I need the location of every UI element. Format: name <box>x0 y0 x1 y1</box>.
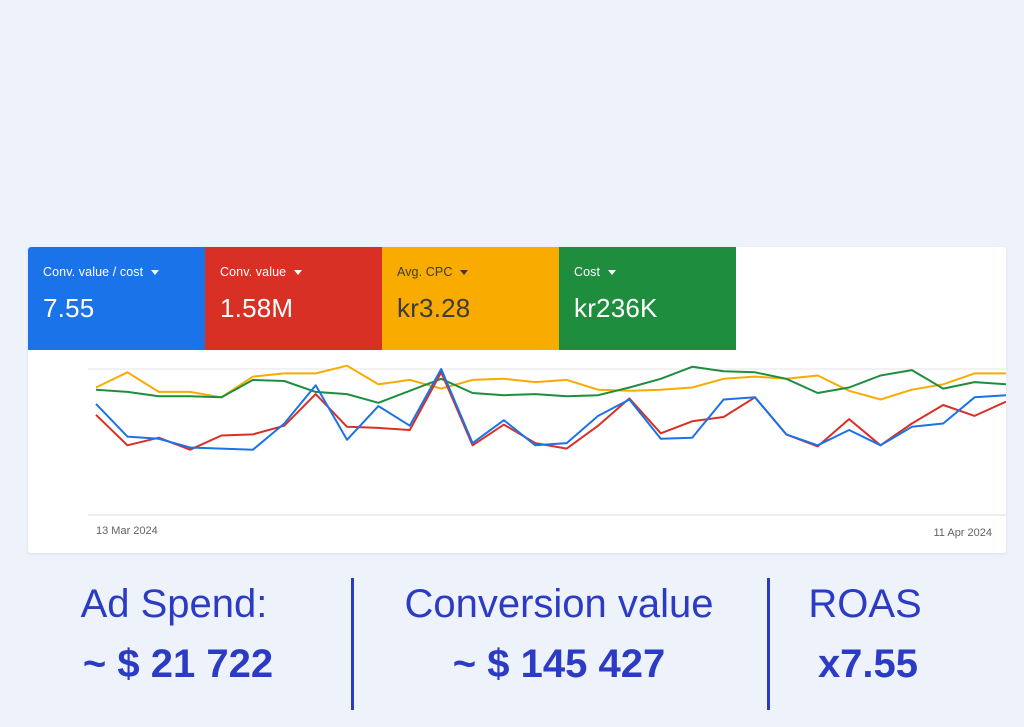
metric-value: 1.58M <box>220 293 294 323</box>
series-line-conv-value-cost <box>95 368 1006 451</box>
metric-value: kr3.28 <box>397 293 471 323</box>
metric-label: Cost <box>574 265 601 279</box>
series-line-cost <box>95 365 1006 404</box>
metric-tiles: Conv. value / cost 7.55 Conv. value 1.58… <box>28 247 736 350</box>
line-chart: 13 Mar 2024 11 Apr 2024 <box>88 364 1006 539</box>
stat-label-roas: ROAS <box>808 582 922 626</box>
caret-down-icon[interactable] <box>151 269 160 275</box>
stat-label-ad-spend: Ad Spend: <box>80 582 268 626</box>
performance-panel: Conv. value / cost 7.55 Conv. value 1.58… <box>28 247 1006 553</box>
metric-tile-cost[interactable]: Cost kr236K <box>559 247 736 350</box>
stat-label-conversion-value: Conversion value <box>404 582 714 626</box>
caret-down-icon[interactable] <box>294 269 303 275</box>
caret-down-icon[interactable] <box>460 269 469 275</box>
metric-label: Conv. value <box>220 265 287 279</box>
caret-down-icon[interactable] <box>608 269 617 275</box>
metric-value: kr236K <box>574 293 658 323</box>
stat-value-conversion-value: ~ $ 145 427 <box>452 642 666 686</box>
x-tick-label-end: 11 Apr 2024 <box>933 527 992 539</box>
series-layer <box>95 364 1006 451</box>
stat-value-roas: x7.55 <box>817 642 919 686</box>
metric-label: Conv. value / cost <box>43 265 144 279</box>
stat-value-ad-spend: ~ $ 21 722 <box>82 642 274 686</box>
metric-tile-avg-cpc[interactable]: Avg. CPC kr3.28 <box>382 247 559 350</box>
metric-tile-conv-value[interactable]: Conv. value 1.58M <box>205 247 382 350</box>
metric-tile-conv-value-cost[interactable]: Conv. value / cost 7.55 <box>28 247 205 350</box>
series-line-avg-cpc <box>95 364 1006 401</box>
summary-stats: Ad Spend: ~ $ 21 722 Conversion value ~ … <box>0 570 1024 727</box>
divider <box>767 578 770 710</box>
metric-label: Avg. CPC <box>397 265 453 279</box>
metric-value: 7.55 <box>43 293 95 323</box>
x-tick-label-start: 13 Mar 2024 <box>96 525 158 537</box>
divider <box>351 578 354 710</box>
series-line-conv-value <box>95 371 1006 451</box>
